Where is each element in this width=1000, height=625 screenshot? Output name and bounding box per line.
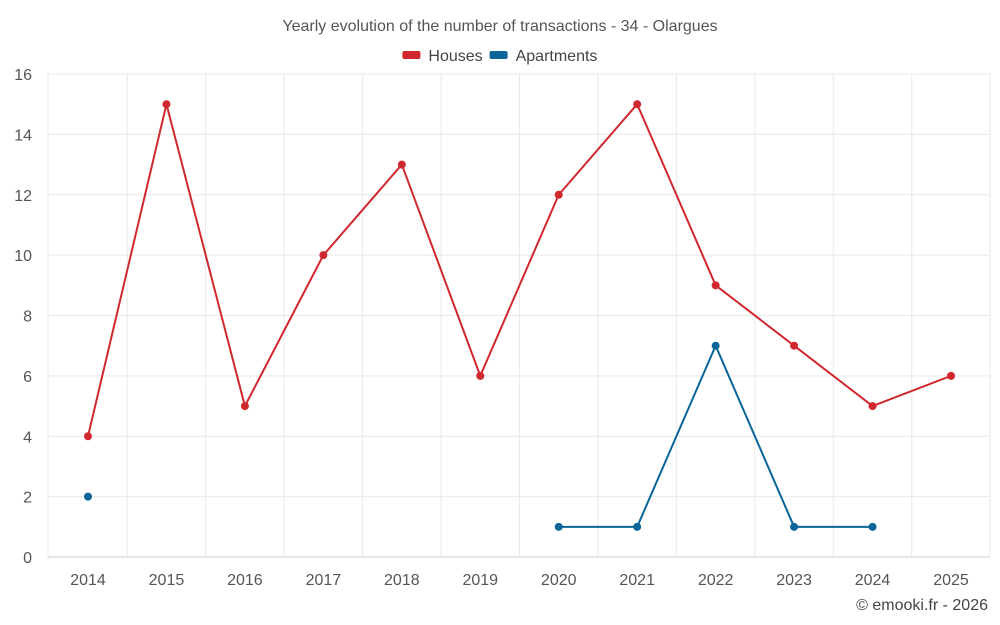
x-tick-label: 2014: [70, 572, 106, 589]
series-apartments: [84, 341, 877, 531]
grid: [47, 73, 991, 557]
data-point-houses[interactable]: [319, 251, 328, 260]
y-tick-label: 10: [14, 248, 32, 265]
data-point-houses[interactable]: [790, 341, 799, 350]
x-tick-label: 2016: [227, 572, 263, 589]
data-point-apartments[interactable]: [790, 522, 799, 531]
x-tick-label: 2025: [933, 572, 969, 589]
credit-text: © emooki.fr - 2026: [856, 597, 988, 614]
legend[interactable]: Houses Apartments: [402, 48, 597, 65]
x-tick-label: 2020: [541, 572, 577, 589]
data-point-houses[interactable]: [947, 371, 955, 380]
legend-swatch: [402, 51, 421, 59]
y-tick-label: 8: [23, 309, 32, 326]
data-point-houses[interactable]: [162, 100, 171, 109]
legend-item-apartments[interactable]: Apartments: [489, 48, 598, 65]
x-tick-label: 2023: [776, 572, 812, 589]
x-tick-label: 2022: [698, 572, 734, 589]
chart-title: Yearly evolution of the number of transa…: [282, 18, 717, 35]
legend-item-houses[interactable]: Houses: [402, 48, 483, 65]
data-point-apartments[interactable]: [84, 492, 92, 501]
y-tick-label: 16: [14, 67, 32, 84]
data-point-houses[interactable]: [554, 190, 563, 199]
x-tick-label: 2015: [149, 572, 185, 589]
data-point-houses[interactable]: [240, 402, 249, 411]
data-point-houses[interactable]: [633, 100, 642, 109]
y-tick-label: 14: [14, 127, 32, 144]
y-tick-label: 2: [23, 490, 32, 507]
legend-label: Apartments: [516, 48, 598, 65]
x-tick-label: 2021: [619, 572, 655, 589]
series-layer: [84, 100, 955, 531]
y-tick-label: 4: [23, 429, 32, 446]
series-line-houses: [87, 103, 952, 437]
data-point-apartments[interactable]: [554, 522, 563, 531]
data-point-apartments[interactable]: [633, 522, 642, 531]
x-tick-label: 2024: [855, 572, 891, 589]
data-point-apartments[interactable]: [711, 341, 720, 350]
x-tick-label: 2018: [384, 572, 420, 589]
data-point-houses[interactable]: [84, 432, 92, 441]
data-point-houses[interactable]: [397, 160, 406, 169]
series-houses: [84, 100, 955, 441]
y-tick-label: 0: [23, 550, 32, 567]
data-point-houses[interactable]: [476, 371, 485, 380]
legend-label: Houses: [428, 48, 482, 65]
y-tick-label: 6: [23, 369, 32, 386]
data-point-apartments[interactable]: [868, 522, 877, 531]
y-axis-ticks: 0 2 4 6 8 10 12 14 16: [14, 67, 32, 567]
data-point-houses[interactable]: [711, 281, 720, 290]
x-tick-label: 2017: [306, 572, 342, 589]
y-tick-label: 12: [14, 188, 32, 205]
x-axis-ticks: 2014 2015 2016 2017 2018 2019 2020 2021 2022 2023…: [70, 572, 969, 589]
x-tick-label: 2019: [462, 572, 498, 589]
legend-swatch: [489, 51, 508, 59]
data-point-houses[interactable]: [868, 402, 877, 411]
